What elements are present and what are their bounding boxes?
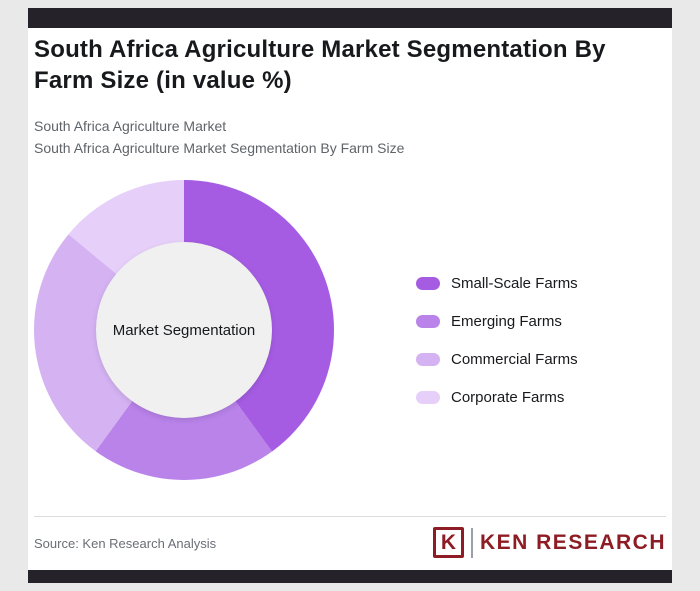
source-text: Source: Ken Research Analysis bbox=[34, 536, 217, 551]
donut-chart: Market Segmentation bbox=[34, 180, 334, 480]
brand-logo: K KEN RESEARCH bbox=[432, 527, 666, 558]
top-accent-bar bbox=[28, 8, 672, 28]
legend-swatch-icon bbox=[416, 390, 440, 404]
subtitle-line-2: South Africa Agriculture Market Segmenta… bbox=[34, 140, 405, 157]
subtitle-block: South Africa Agriculture Market South Af… bbox=[34, 115, 404, 160]
legend-swatch-icon bbox=[416, 276, 440, 290]
legend-label: Small-Scale Farms bbox=[451, 274, 578, 292]
subtitle-line-1: South Africa Agriculture Market bbox=[34, 118, 227, 134]
logo-k-icon: K bbox=[432, 527, 464, 558]
legend-item: Emerging Farms bbox=[416, 302, 578, 340]
legend-item: Small-Scale Farms bbox=[416, 264, 578, 302]
logo-text: KEN RESEARCH bbox=[479, 530, 666, 554]
bottom-accent-bar bbox=[28, 570, 672, 583]
legend-swatch-icon bbox=[416, 352, 440, 366]
legend-item: Corporate Farms bbox=[416, 378, 578, 416]
chart-legend: Small-Scale Farms Emerging Farms Commerc… bbox=[416, 264, 578, 416]
legend-item: Commercial Farms bbox=[416, 340, 578, 378]
legend-label: Corporate Farms bbox=[451, 388, 565, 406]
logo-separator bbox=[470, 527, 473, 558]
legend-swatch-icon bbox=[416, 314, 440, 328]
footer-divider bbox=[34, 516, 666, 517]
page-title: South Africa Agriculture Market Segmenta… bbox=[34, 36, 606, 95]
legend-label: Emerging Farms bbox=[451, 312, 562, 330]
chart-card: South Africa Agriculture Market Segmenta… bbox=[28, 8, 672, 583]
donut-center-label: Market Segmentation bbox=[112, 321, 256, 339]
donut-center: Market Segmentation bbox=[96, 242, 272, 418]
legend-label: Commercial Farms bbox=[451, 350, 578, 368]
